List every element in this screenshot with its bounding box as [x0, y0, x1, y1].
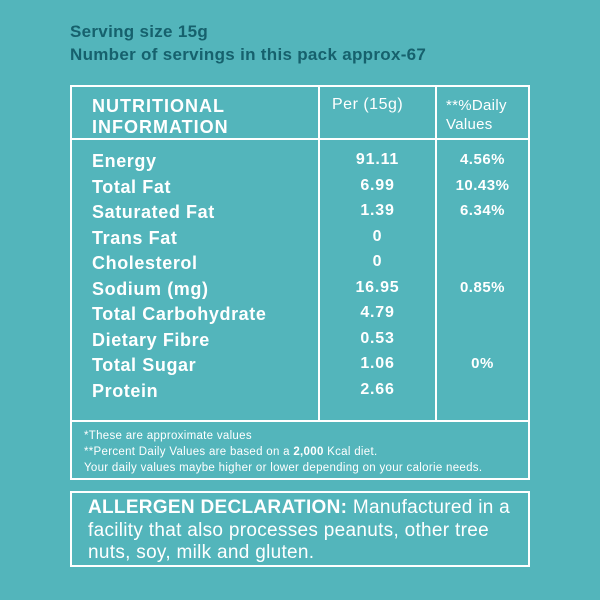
daily-value-total-sugar: 0% — [471, 355, 494, 372]
per-value-total-fat: 6.99 — [360, 176, 395, 194]
daily-value-dietary-fibre — [437, 330, 528, 356]
nutrient-label-total-fat: Total Fat — [92, 176, 172, 197]
per-value-dietary-fibre: 0.53 — [360, 329, 395, 347]
footnote-daily-values-prefix: **Percent Daily Values are based on a — [84, 446, 294, 458]
per-value-trans-fat: 0 — [372, 227, 383, 245]
col-header-daily-values: **%Daily Values — [435, 87, 528, 138]
table-body: Energy Total Fat Saturated Fat Trans Fat… — [72, 140, 528, 420]
servings-count: Number of servings in this pack approx-6… — [70, 45, 427, 64]
per-value-saturated-fat: 1.39 — [360, 202, 395, 219]
per-value-cholesterol: 0 — [372, 253, 383, 270]
footnote-daily-values-basis: **Percent Daily Values are based on a 2,… — [84, 444, 518, 460]
nutrient-label-protein: Protein — [92, 380, 159, 401]
nutrient-label-trans-fat: Trans Fat — [92, 227, 178, 248]
nutrient-label-sodium: Sodium (mg) — [92, 278, 209, 299]
footnote-approximate-values: *These are approximate values — [84, 430, 252, 442]
daily-values-column: 4.56% 10.43% 6.34% 0.85% 0% — [435, 140, 528, 420]
nutrient-label-energy: Energy — [92, 151, 157, 171]
per-value-sodium: 16.95 — [355, 278, 400, 296]
per-value-total-sugar: 1.06 — [360, 355, 395, 372]
allergen-declaration-box: ALLERGEN DECLARATION: Manufactured in a … — [70, 491, 530, 567]
nutrient-label-dietary-fibre: Dietary Fibre — [92, 329, 210, 350]
table-header-row: NUTRITIONAL INFORMATION Per (15g) **%Dai… — [72, 87, 528, 140]
allergen-declaration-text: Manufactured in a facility that also pro… — [88, 497, 511, 563]
col-header-per-serving: Per (15g) — [318, 87, 435, 138]
daily-value-saturated-fat: 6.34% — [459, 202, 506, 219]
nutrient-label-total-sugar: Total Sugar — [92, 355, 197, 375]
footnote-calorie-needs: Your daily values maybe higher or lower … — [84, 462, 483, 474]
table-footnotes: *These are approximate values **Percent … — [72, 420, 528, 476]
nutrient-label-total-carbohydrate: Total Carbohydrate — [92, 304, 267, 324]
allergen-declaration-label: ALLERGEN DECLARATION: — [88, 497, 348, 518]
daily-value-trans-fat — [437, 228, 528, 254]
nutrient-name-column: Energy Total Fat Saturated Fat Trans Fat… — [72, 140, 318, 420]
serving-size: Serving size 15g — [70, 22, 209, 41]
footnote-kcal-amount: 2,000 — [293, 446, 324, 458]
daily-value-sodium: 0.85% — [459, 278, 506, 296]
daily-value-energy: 4.56% — [459, 151, 506, 168]
per-serving-column: 91.11 6.99 1.39 0 0 16.95 4.79 0.53 1.06… — [318, 140, 435, 420]
daily-value-cholesterol — [437, 253, 528, 279]
nutrient-label-cholesterol: Cholesterol — [92, 253, 198, 273]
daily-value-total-fat: 10.43% — [455, 176, 510, 194]
nutrition-table: NUTRITIONAL INFORMATION Per (15g) **%Dai… — [70, 85, 530, 480]
col-header-nutritional-information: NUTRITIONAL INFORMATION — [92, 96, 229, 137]
per-value-energy: 91.11 — [355, 151, 400, 168]
daily-value-total-carbohydrate — [437, 304, 528, 330]
per-value-protein: 2.66 — [360, 380, 395, 398]
nutrient-label-saturated-fat: Saturated Fat — [92, 202, 215, 222]
footnote-daily-values-suffix: Kcal diet. — [323, 446, 378, 458]
per-value-total-carbohydrate: 4.79 — [360, 304, 395, 321]
daily-value-protein — [437, 381, 528, 407]
serving-info: Serving size 15g Number of servings in t… — [70, 20, 426, 66]
